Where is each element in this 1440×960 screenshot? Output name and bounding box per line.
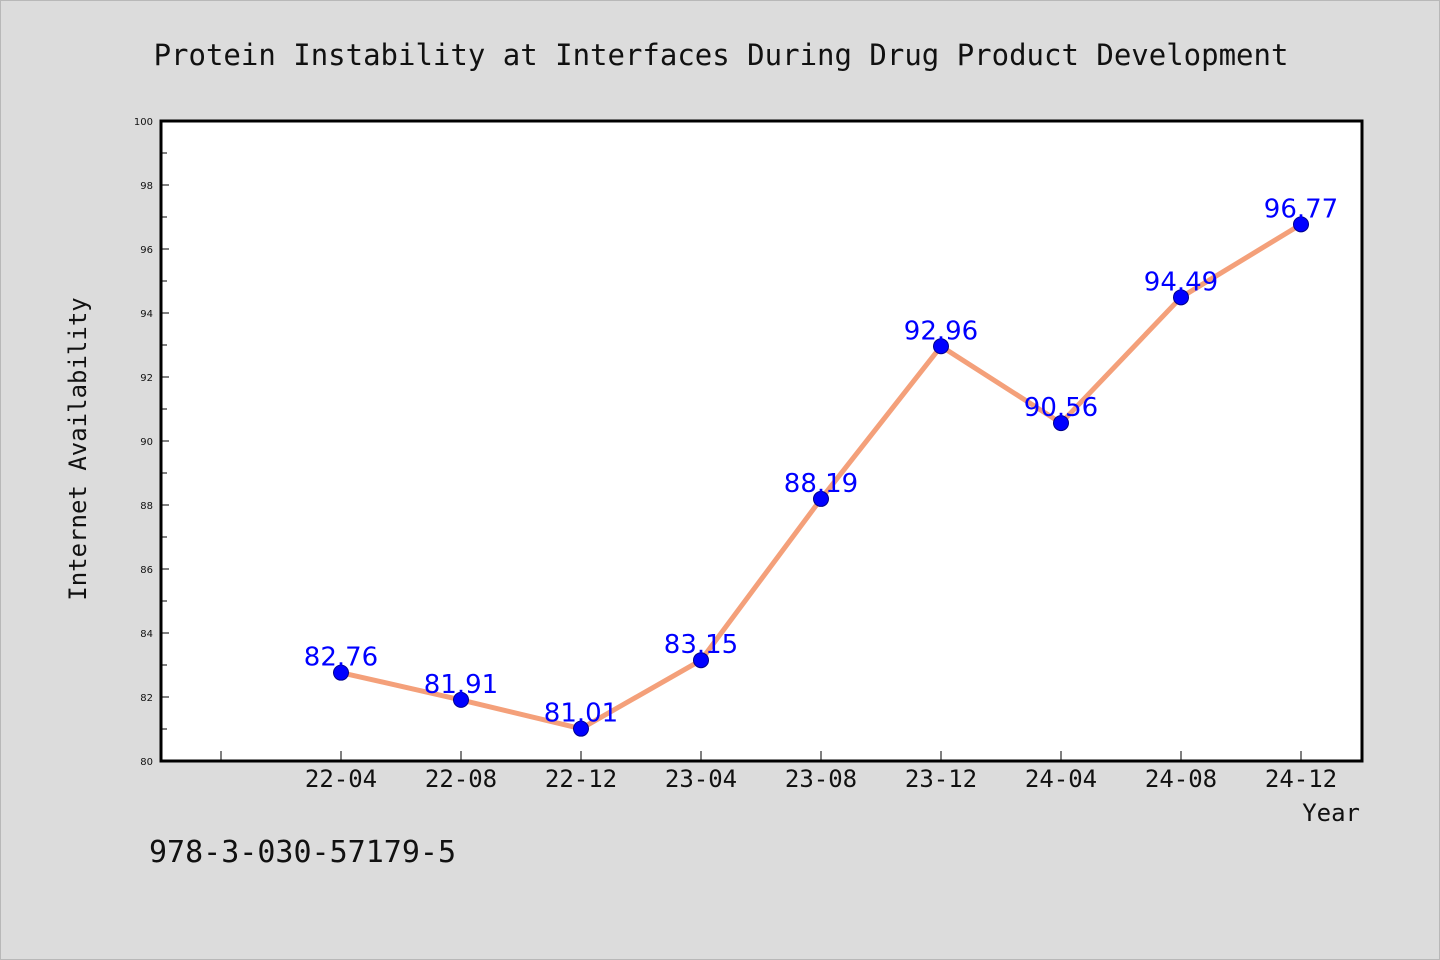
x-axis-ticks: 22-04 22-08 22-12 23-04 23-08 23-12 24-04 24-08… [220,751,1337,793]
y-tick-label: 88 [140,501,153,512]
data-label: 88.19 [784,469,858,499]
y-tick-label: 90 [140,437,153,448]
chart-title: Protein Instability at Interfaces During… [154,38,1289,72]
x-tick-label: 23-08 [785,765,857,793]
y-tick-label: 84 [140,629,153,640]
plot-area [159,119,1364,763]
x-axis-label: Year [1302,799,1360,827]
x-tick-label: 24-04 [1025,765,1097,793]
x-tick-label: 22-08 [425,765,497,793]
x-tick-label: 22-04 [305,765,377,793]
data-point [453,691,469,708]
data-label: 96.77 [1264,194,1338,224]
data-point [933,338,949,355]
x-tick-label: 23-12 [905,765,977,793]
y-tick-label: 92 [140,373,153,384]
y-axis-ticks: 80 82 84 86 88 90 92 94 96 98 100 [134,117,169,768]
y-tick-label: 96 [140,245,153,256]
y-tick-label: 82 [140,693,153,704]
footnote-isbn: 978-3-030-57179-5 [149,835,457,870]
series-markers [333,216,1309,737]
data-point [1053,415,1069,432]
data-label: 90.56 [1024,393,1098,423]
y-tick-label: 100 [134,117,153,128]
data-label: 81.01 [544,699,618,729]
data-label: 94.49 [1144,267,1218,297]
data-point [333,664,349,681]
data-point [573,720,589,737]
y-axis-label: Internet Availability [64,297,92,600]
data-point [1173,289,1189,306]
x-tick-label: 23-04 [665,765,737,793]
y-tick-label: 86 [140,565,153,576]
data-point [693,652,709,669]
y-tick-label: 94 [140,309,153,320]
data-label: 82.76 [304,643,378,673]
y-tick-label: 80 [140,757,153,768]
data-point [1293,216,1309,233]
x-tick-label: 24-12 [1265,765,1337,793]
data-labels: 82.76 81.91 81.01 83.15 88.19 92.96 90.56 94.49… [304,194,1338,728]
data-label: 81.91 [424,670,498,700]
data-label: 92.96 [904,316,978,346]
data-point [813,490,829,507]
y-tick-label: 98 [140,181,153,192]
x-tick-label: 22-12 [545,765,617,793]
x-tick-label: 24-08 [1145,765,1217,793]
data-label: 83.15 [664,630,738,660]
